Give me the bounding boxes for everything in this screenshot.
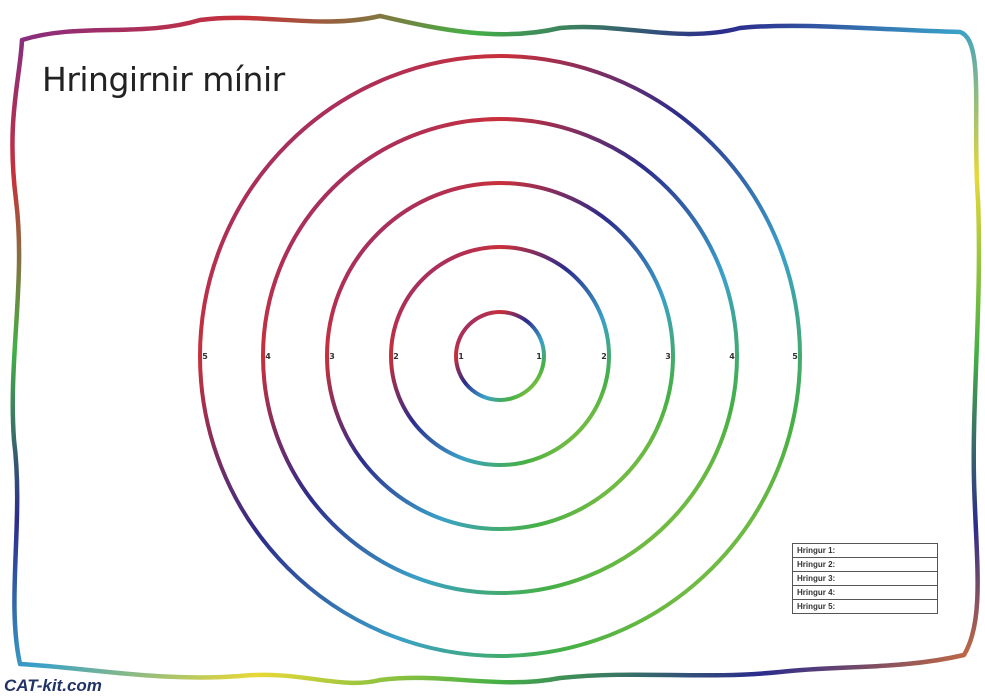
legend-row: Hringur 3:: [792, 571, 938, 586]
ring-legend: Hringur 1: Hringur 2: Hringur 3: Hringur…: [792, 543, 938, 614]
legend-entry: Hringur 3:: [792, 571, 938, 586]
tick-label: 4: [265, 352, 271, 361]
tick-label: 5: [792, 352, 798, 361]
tick-label: 5: [202, 352, 208, 361]
ring-5: [198, 54, 802, 658]
tick-label: 3: [329, 352, 335, 361]
legend-row: Hringur 2:: [792, 557, 938, 572]
tick-label: 2: [393, 352, 399, 361]
tick-label: 2: [601, 352, 607, 361]
left-tick-labels: 5 4 3 2 1: [202, 352, 464, 361]
ring-3: [325, 181, 675, 531]
ring-2: [389, 245, 611, 467]
right-tick-labels: 1 2 3 4 5: [536, 352, 798, 361]
legend-entry: Hringur 4:: [792, 585, 938, 600]
legend-entry: Hringur 5:: [792, 599, 938, 614]
concentric-rings: [198, 54, 802, 658]
tick-label: 1: [536, 352, 542, 361]
legend-row: Hringur 4:: [792, 585, 938, 600]
tick-label: 4: [729, 352, 735, 361]
brand-logo: CAT-kit.com: [4, 676, 102, 695]
legend-entry: Hringur 1:: [792, 543, 938, 558]
tick-label: 3: [665, 352, 671, 361]
wavy-border: [10, 13, 982, 686]
tick-label: 1: [458, 352, 464, 361]
ring-4: [261, 117, 739, 595]
ring-1: [454, 310, 546, 402]
page-title: Hringirnir mínir: [42, 60, 285, 99]
legend-entry: Hringur 2:: [792, 557, 938, 572]
legend-row: Hringur 5:: [792, 599, 938, 614]
legend-row: Hringur 1:: [792, 543, 938, 558]
